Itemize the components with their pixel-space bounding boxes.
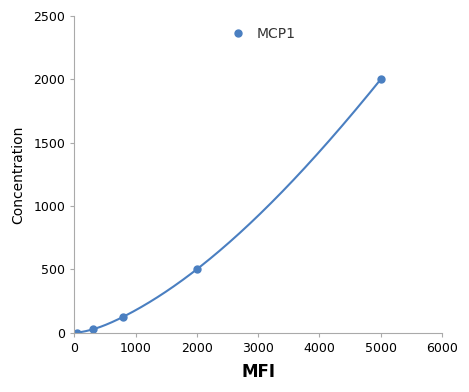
MCP1 — [194, 267, 200, 272]
Line: MCP1: MCP1 — [74, 76, 384, 336]
Legend: MCP1: MCP1 — [221, 23, 300, 45]
MCP1 — [378, 77, 384, 82]
MCP1 — [121, 314, 126, 319]
MCP1 — [75, 330, 80, 335]
X-axis label: MFI: MFI — [241, 363, 275, 381]
MCP1 — [90, 327, 96, 332]
Y-axis label: Concentration: Concentration — [11, 125, 25, 223]
